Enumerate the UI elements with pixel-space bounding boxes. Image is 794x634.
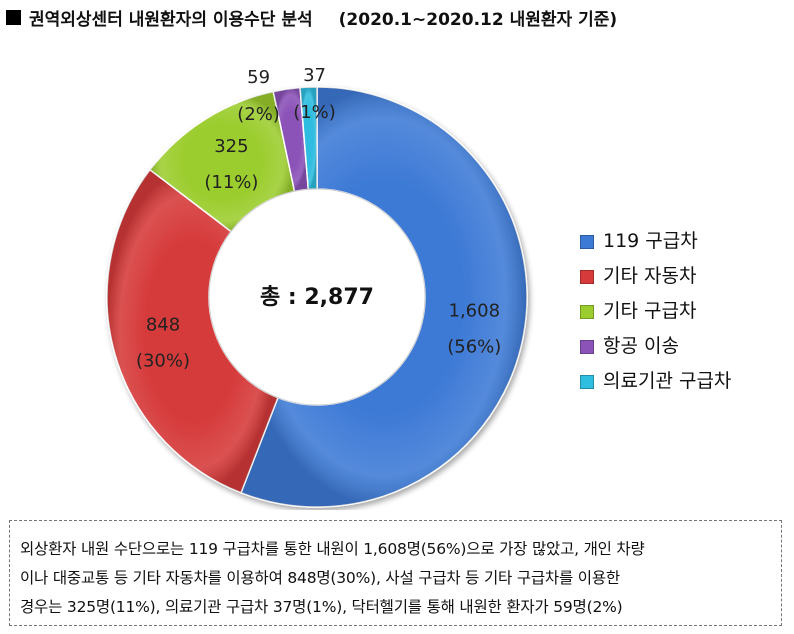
caption-line: 외상환자 내원 수단으로는 119 구급차를 통한 내원이 1,608명(56%… [20,540,645,558]
donut-hole [208,188,426,406]
donut-slice-shading [106,169,278,493]
donut-slice-shading [149,91,295,232]
legend-swatch-0 [580,234,594,249]
legend-label: 항공 이송 [603,335,679,357]
legend-item: 항공 이송 [580,329,731,364]
donut-chart: 총 : 2,877 1,608 (56%) 848 (30%) 325 (11%) 59 (2… [106,65,528,508]
legend-label: 의료기관 구급차 [603,370,732,392]
legend-item: 기타 구급차 [580,294,731,329]
slice-percent-label: (56%) [447,336,501,357]
legend-item: 기타 자동차 [580,259,731,294]
legend-label: 기타 구급차 [603,300,697,322]
legend-item: 119 구급차 [580,224,731,259]
caption-line: 이나 대중교통 등 기타 자동차를 이용하여 848명(30%), 사설 구급차… [20,569,620,587]
square-bullet-icon [6,9,21,25]
legend-label: 기타 자동차 [603,265,697,287]
slice-percent-label: (11%) [204,172,258,193]
slice-value-label: 848 [146,314,180,335]
slice-value-label: 59 [247,67,270,88]
slice-value-label: 325 [214,136,248,157]
slice-value-label: 37 [303,65,326,86]
caption-line: 경우는 325명(11%), 의료기관 구급차 37명(1%), 닥터헬기를 통… [20,598,623,616]
slice-percent-label: (1%) [293,102,336,123]
legend-swatch-3 [580,339,594,354]
chart-title-sub: (2020.1~2020.12 내원환자 기준) [338,9,618,30]
center-total-label: 총 : 2,877 [260,285,374,310]
legend-item: 의료기관 구급차 [580,364,731,399]
slice-percent-label: (30%) [136,350,190,371]
legend-swatch-1 [580,269,594,284]
slice-value-label: 1,608 [449,300,501,321]
chart-legend: 119 구급차 기타 자동차 기타 구급차 항공 이송 의료기관 구급차 [580,224,731,399]
legend-swatch-4 [580,374,594,389]
donut-slice-shading [300,87,317,190]
legend-swatch-2 [580,304,594,319]
donut-slice-shading [273,87,309,192]
chart-title: 권역외상센터 내원환자의 이용수단 분석 (2020.1~2020.12 내원환… [6,4,617,30]
donut-slice-shading [241,87,528,507]
summary-caption-box: 외상환자 내원 수단으로는 119 구급차를 통한 내원이 1,608명(56%… [9,520,782,626]
slice-percent-label: (2%) [237,104,280,125]
legend-label: 119 구급차 [603,230,698,252]
chart-title-main: 권역외상센터 내원환자의 이용수단 분석 [29,9,313,30]
